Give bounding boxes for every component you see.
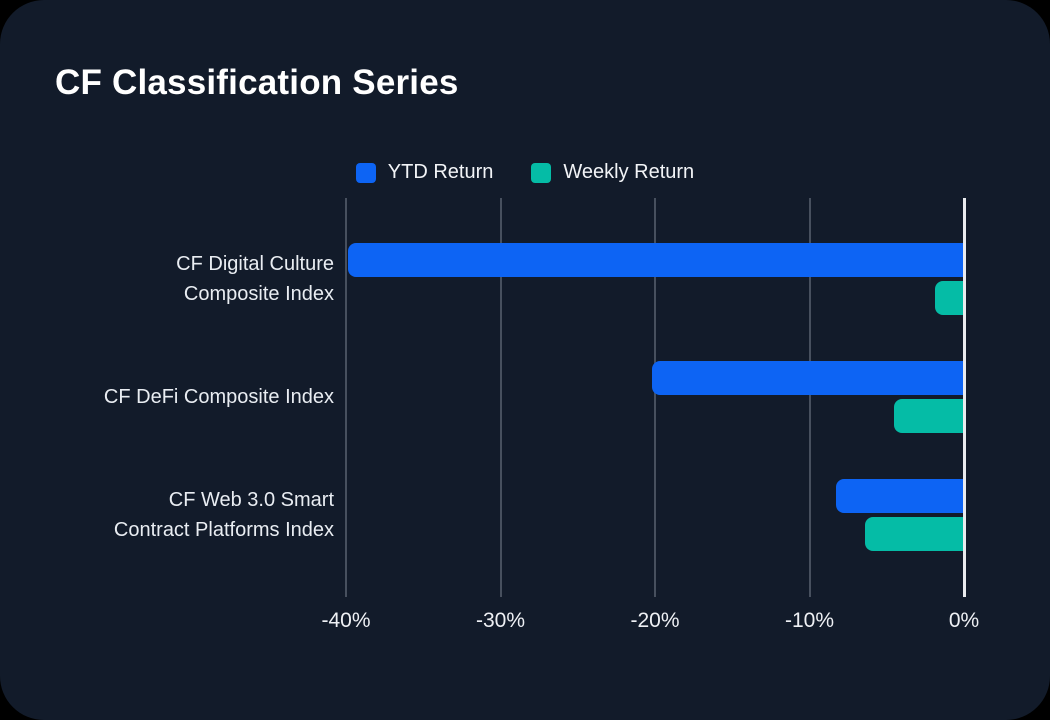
bar-ytd-return-2[interactable] — [835, 479, 964, 513]
gridline — [808, 198, 811, 597]
x-tick-label: 0% — [948, 609, 980, 632]
bar-ytd-return-0[interactable] — [347, 243, 964, 277]
bar-weekly-return-1[interactable] — [894, 399, 964, 433]
zero-axis-line — [962, 198, 966, 597]
gridline — [499, 198, 502, 597]
x-tick-label: -30% — [475, 609, 526, 632]
bar-weekly-return-0[interactable] — [934, 281, 964, 315]
bar-weekly-return-2[interactable] — [865, 517, 964, 551]
legend-label-weekly: Weekly Return — [563, 161, 695, 183]
legend-swatch-weekly-icon — [531, 162, 552, 183]
legend-item-weekly-return[interactable]: Weekly Return — [531, 161, 694, 184]
legend-swatch-ytd-icon — [355, 162, 376, 183]
bar-ytd-return-1[interactable] — [651, 361, 964, 395]
gridline — [345, 198, 347, 597]
category-label: CF Digital Culture Composite Index — [176, 253, 334, 305]
y-axis-labels: CF Digital Culture Composite Index CF DeF… — [0, 198, 334, 597]
x-tick-label: -10% — [784, 609, 835, 632]
plot-area: -40% -30% -20% -10% 0% — [321, 198, 979, 632]
category-label: CF DeFi Composite Index — [103, 386, 334, 408]
x-tick-label: -40% — [321, 609, 371, 632]
legend: YTD Return Weekly Return — [0, 161, 1050, 184]
gridline — [654, 198, 656, 597]
x-tick-label: -20% — [630, 609, 680, 632]
page-title: CF Classification Series — [55, 63, 459, 102]
legend-label-ytd: YTD Return — [387, 161, 494, 183]
category-label: CF Web 3.0 Smart Contract Platforms Inde… — [113, 489, 334, 541]
legend-item-ytd-return[interactable]: YTD Return — [355, 161, 494, 184]
